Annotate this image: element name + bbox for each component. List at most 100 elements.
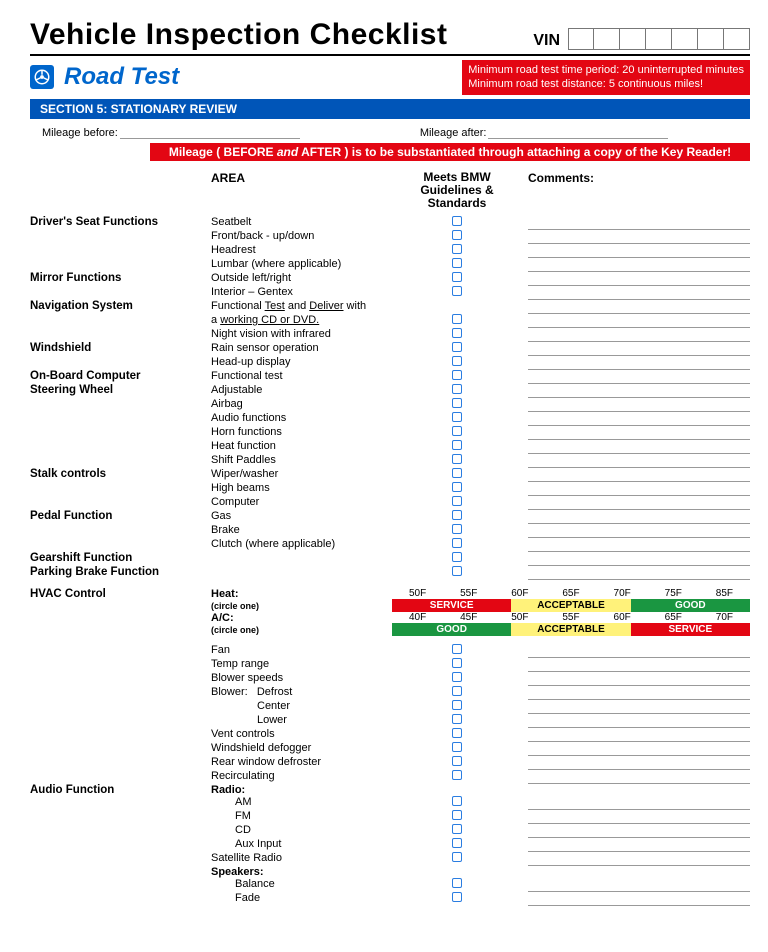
comment-line[interactable] [528,672,750,686]
group-label [30,810,205,824]
checkbox[interactable] [392,686,522,700]
checkbox[interactable] [392,566,522,580]
comment-line[interactable] [528,878,750,892]
comment-line[interactable] [528,412,750,426]
comment-line[interactable] [528,784,750,796]
checkbox[interactable] [392,852,522,866]
comment-line[interactable] [528,852,750,866]
checkbox[interactable] [392,742,522,756]
checkbox[interactable] [392,824,522,838]
checkbox[interactable] [392,784,522,796]
comment-line[interactable] [528,714,750,728]
comment-line[interactable] [528,892,750,906]
checkbox[interactable] [392,838,522,852]
checkbox[interactable] [392,454,522,468]
comment-line[interactable] [528,810,750,824]
checkbox[interactable] [392,300,522,314]
comment-line[interactable] [528,286,750,300]
comment-line[interactable] [528,742,750,756]
checkbox[interactable] [392,756,522,770]
comment-line[interactable] [528,384,750,398]
checkbox[interactable] [392,672,522,686]
checkbox[interactable] [392,258,522,272]
checkbox[interactable] [392,216,522,230]
checkbox[interactable] [392,658,522,672]
comment-line[interactable] [528,482,750,496]
checkbox[interactable] [392,714,522,728]
comment-line[interactable] [528,468,750,482]
comment-line[interactable] [528,230,750,244]
comment-line[interactable] [528,686,750,700]
checkbox[interactable] [392,328,522,342]
comment-line[interactable] [528,216,750,230]
area-cell: Interior – Gentex [211,286,386,300]
comment-line[interactable] [528,398,750,412]
checkbox[interactable] [392,700,522,714]
checkbox[interactable] [392,524,522,538]
comment-line[interactable] [528,244,750,258]
comment-line[interactable] [528,356,750,370]
comment-line[interactable] [528,524,750,538]
checkbox[interactable] [392,440,522,454]
comment-line[interactable] [528,866,750,878]
comment-line[interactable] [528,700,750,714]
comment-line[interactable] [528,440,750,454]
comment-line[interactable] [528,510,750,524]
comment-line[interactable] [528,258,750,272]
checkbox[interactable] [392,286,522,300]
comment-line[interactable] [528,566,750,580]
checkbox[interactable] [392,384,522,398]
comment-line[interactable] [528,342,750,356]
checkbox[interactable] [392,398,522,412]
comment-line[interactable] [528,272,750,286]
checkbox[interactable] [392,644,522,658]
comment-line[interactable] [528,454,750,468]
mileage-after-input[interactable] [488,127,668,139]
checkbox[interactable] [392,244,522,258]
comment-line[interactable] [528,796,750,810]
group-label [30,714,205,728]
checkbox[interactable] [392,552,522,566]
checkbox[interactable] [392,892,522,906]
checkbox[interactable] [392,510,522,524]
comment-line[interactable] [528,426,750,440]
comment-line[interactable] [528,314,750,328]
checkbox[interactable] [392,370,522,384]
checkbox[interactable] [392,796,522,810]
checkbox[interactable] [392,770,522,784]
checkbox[interactable] [392,878,522,892]
checkbox[interactable] [392,866,522,878]
comment-line[interactable] [528,538,750,552]
checkbox[interactable] [392,810,522,824]
comment-line[interactable] [528,552,750,566]
comment-line[interactable] [528,756,750,770]
checkbox[interactable] [392,482,522,496]
group-label: HVAC Control [30,588,205,612]
checkbox[interactable] [392,412,522,426]
comment-line[interactable] [528,300,750,314]
checkbox[interactable] [392,342,522,356]
group-label [30,482,205,496]
comment-line[interactable] [528,328,750,342]
checkbox[interactable] [392,356,522,370]
checkbox[interactable] [392,426,522,440]
vin-cells[interactable] [568,28,750,50]
checkbox[interactable] [392,496,522,510]
checkbox[interactable] [392,468,522,482]
comment-line[interactable] [528,728,750,742]
checkbox[interactable] [392,314,522,328]
comment-line[interactable] [528,370,750,384]
comment-line[interactable] [528,838,750,852]
mileage-before-input[interactable] [120,127,300,139]
group-label [30,244,205,258]
mileage-after-label: Mileage after: [420,127,487,139]
comment-line[interactable] [528,770,750,784]
checkbox[interactable] [392,728,522,742]
checkbox[interactable] [392,230,522,244]
checkbox[interactable] [392,272,522,286]
comment-line[interactable] [528,496,750,510]
comment-line[interactable] [528,658,750,672]
comment-line[interactable] [528,824,750,838]
checkbox[interactable] [392,538,522,552]
comment-line[interactable] [528,644,750,658]
